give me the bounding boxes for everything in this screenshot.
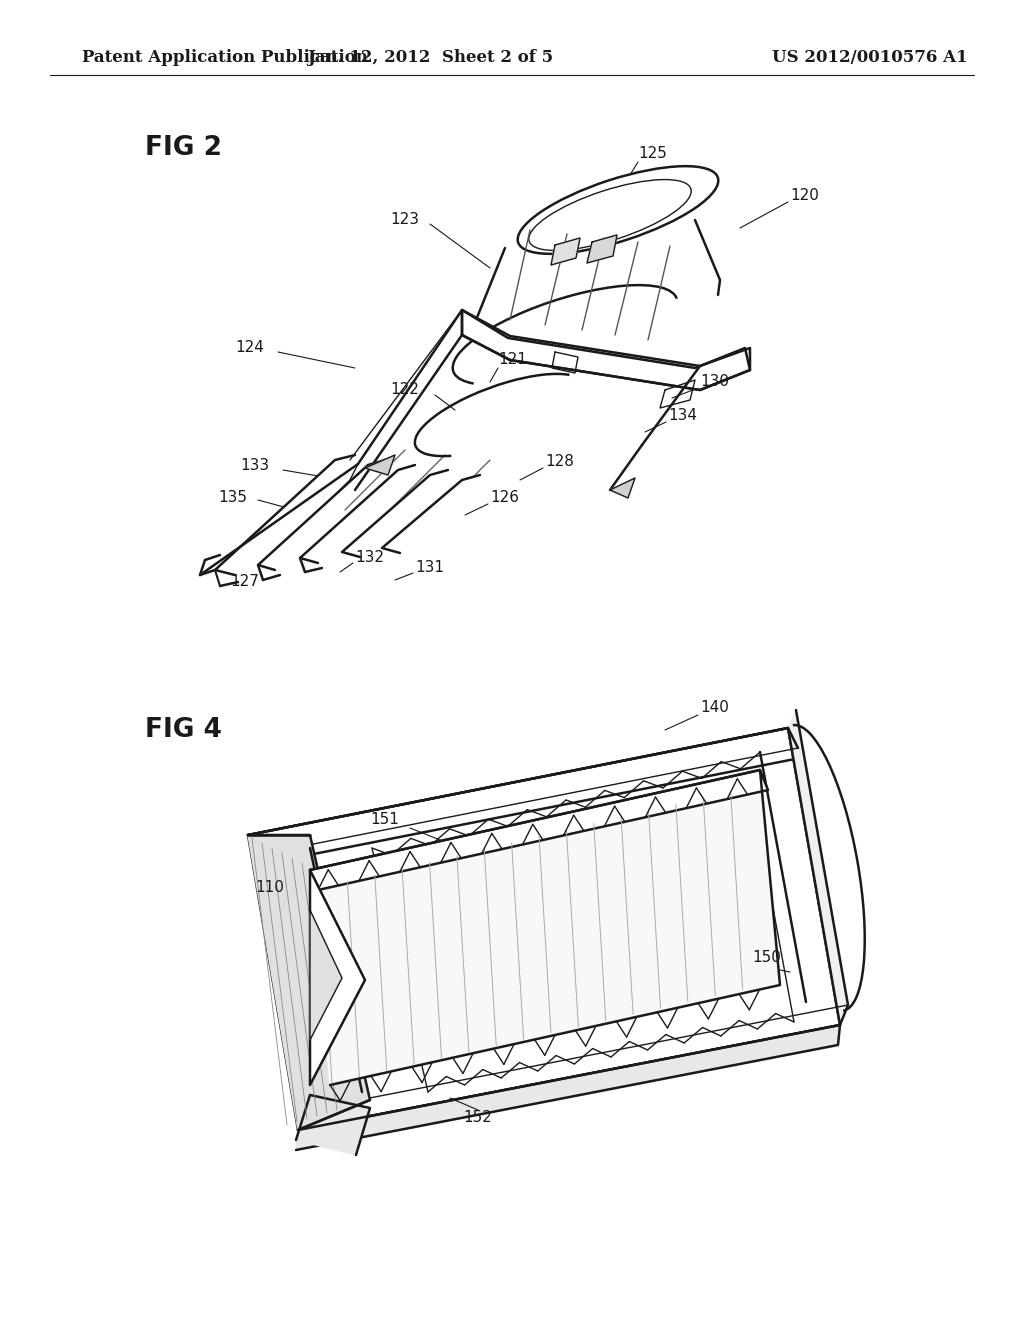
Text: 128: 128 [545, 454, 573, 470]
Text: 150: 150 [752, 950, 781, 965]
Text: 130: 130 [700, 375, 729, 389]
Text: 122: 122 [390, 383, 419, 397]
Ellipse shape [518, 166, 718, 253]
Text: 127: 127 [230, 574, 259, 590]
Text: 124: 124 [234, 341, 264, 355]
Text: Jan. 12, 2012  Sheet 2 of 5: Jan. 12, 2012 Sheet 2 of 5 [307, 49, 553, 66]
Text: 135: 135 [218, 491, 247, 506]
Text: 134: 134 [668, 408, 697, 422]
Text: 131: 131 [415, 561, 444, 576]
Text: 152: 152 [464, 1110, 493, 1126]
Polygon shape [215, 455, 355, 576]
Text: FIG 4: FIG 4 [145, 717, 222, 743]
Text: 110: 110 [255, 880, 284, 895]
Polygon shape [551, 238, 580, 265]
Polygon shape [382, 475, 480, 553]
Text: US 2012/0010576 A1: US 2012/0010576 A1 [772, 49, 968, 66]
Polygon shape [296, 1096, 370, 1155]
Text: 123: 123 [390, 213, 419, 227]
Polygon shape [310, 770, 768, 890]
Polygon shape [248, 729, 840, 1130]
Polygon shape [248, 836, 370, 1130]
Polygon shape [310, 870, 365, 1085]
Polygon shape [310, 770, 780, 1085]
Polygon shape [296, 1026, 840, 1150]
Text: 133: 133 [240, 458, 269, 473]
Polygon shape [462, 310, 750, 389]
Polygon shape [365, 455, 395, 475]
Polygon shape [258, 459, 385, 570]
Polygon shape [587, 235, 617, 263]
Text: FIG 2: FIG 2 [145, 135, 222, 161]
Text: 120: 120 [790, 187, 819, 202]
Text: 151: 151 [370, 813, 399, 828]
Polygon shape [610, 478, 635, 498]
Polygon shape [342, 470, 449, 557]
Polygon shape [248, 729, 800, 865]
Text: 126: 126 [490, 491, 519, 506]
Text: 140: 140 [700, 701, 729, 715]
Polygon shape [300, 465, 415, 564]
Polygon shape [310, 909, 342, 1040]
Polygon shape [462, 310, 750, 389]
Ellipse shape [528, 180, 691, 251]
Text: 121: 121 [498, 352, 527, 367]
Text: 125: 125 [638, 147, 667, 161]
Text: 132: 132 [355, 550, 384, 565]
Polygon shape [788, 710, 848, 1026]
Text: Patent Application Publication: Patent Application Publication [82, 49, 368, 66]
